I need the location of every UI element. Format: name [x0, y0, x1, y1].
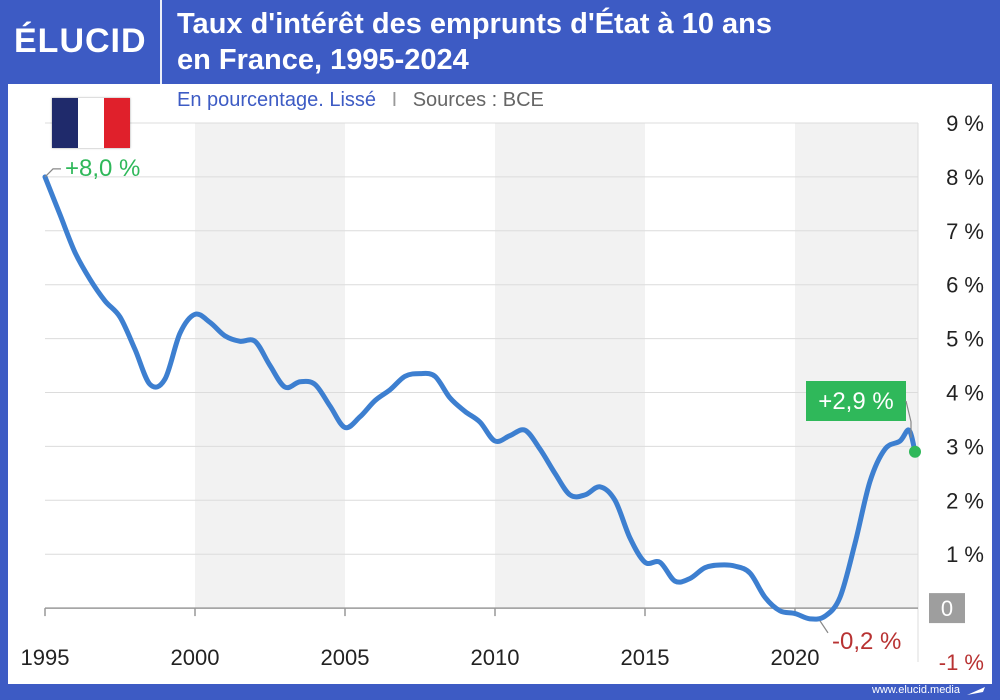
y-tick-label-1: 1 %	[946, 542, 984, 567]
x-tick-label-2010: 2010	[471, 645, 520, 670]
band-2010	[495, 123, 645, 609]
x-tick-label-2015: 2015	[621, 645, 670, 670]
flag-red-stripe	[104, 98, 130, 148]
france-flag-icon	[52, 98, 130, 148]
y-axis: 9 % 8 % 7 % 6 % 5 % 4 % 3 % 2 % 1 % 0 -1 %	[929, 111, 984, 675]
y-tick-label-4: 4 %	[946, 381, 984, 406]
flag-blue-stripe	[52, 98, 78, 148]
y-tick-label-0: 0	[941, 596, 953, 621]
y-tick-label-8: 8 %	[946, 165, 984, 190]
y-tick-label-3: 3 %	[946, 434, 984, 459]
annotation-leader-1	[819, 620, 829, 634]
y-tick-label-5: 5 %	[946, 327, 984, 352]
gridlines	[45, 122, 919, 662]
unit-note: En pourcentage. Lissé	[177, 89, 377, 111]
annotation-min-value: -0,2 %	[832, 628, 901, 655]
y-tick-label-7: 7 %	[946, 219, 984, 244]
y-tick-label--1: -1 %	[939, 650, 984, 675]
x-axis-ticks: 1995 2000 2005 2010 2015 2020	[21, 645, 820, 670]
series-line-0	[42, 174, 918, 622]
x-tick-label-2000: 2000	[171, 645, 220, 670]
y-tick-label-6: 6 %	[946, 273, 984, 298]
annotation-end-value: +2,9 %	[818, 388, 893, 415]
annotations: +8,0 % -0,2 % +2,9 %	[44, 155, 921, 655]
x-tick-label-1995: 1995	[21, 645, 70, 670]
end-point-marker	[909, 445, 921, 458]
background-bands	[195, 123, 918, 609]
annotation-badge-bg	[806, 381, 906, 421]
annotation-leader-0	[44, 168, 61, 178]
flag-white-stripe	[78, 98, 104, 148]
source-note: Sources : BCE	[412, 89, 544, 111]
x-tick-label-2005: 2005	[321, 645, 370, 670]
chart-title-line-2: en France, 1995-2024	[177, 44, 469, 76]
logo-divider	[160, 0, 162, 84]
footer-url[interactable]: www.elucid.media	[871, 684, 960, 696]
header: ÉLUCID Taux d'intérêt des emprunts d'Éta…	[0, 0, 1000, 84]
chart-subtitle: En pourcentage. Lissé I Sources : BCE	[177, 89, 544, 112]
subtitle-separator: I	[391, 89, 398, 111]
y-tick-label-9: 9 %	[946, 111, 984, 136]
x-tick-label-2020: 2020	[771, 645, 820, 670]
chart-title-line-1: Taux d'intérêt des emprunts d'État à 10 …	[177, 8, 773, 40]
zero-badge	[929, 593, 965, 624]
chart-title: Taux d'intérêt des emprunts d'État à 10 …	[177, 6, 977, 78]
annotation-start-value: +8,0 %	[65, 155, 140, 182]
elucid-pen-icon	[967, 687, 985, 695]
annotation-leader-2	[905, 400, 912, 438]
series-layer	[42, 174, 918, 622]
y-tick-label-2: 2 %	[946, 488, 984, 513]
elucid-logo[interactable]: ÉLUCID	[14, 22, 147, 60]
